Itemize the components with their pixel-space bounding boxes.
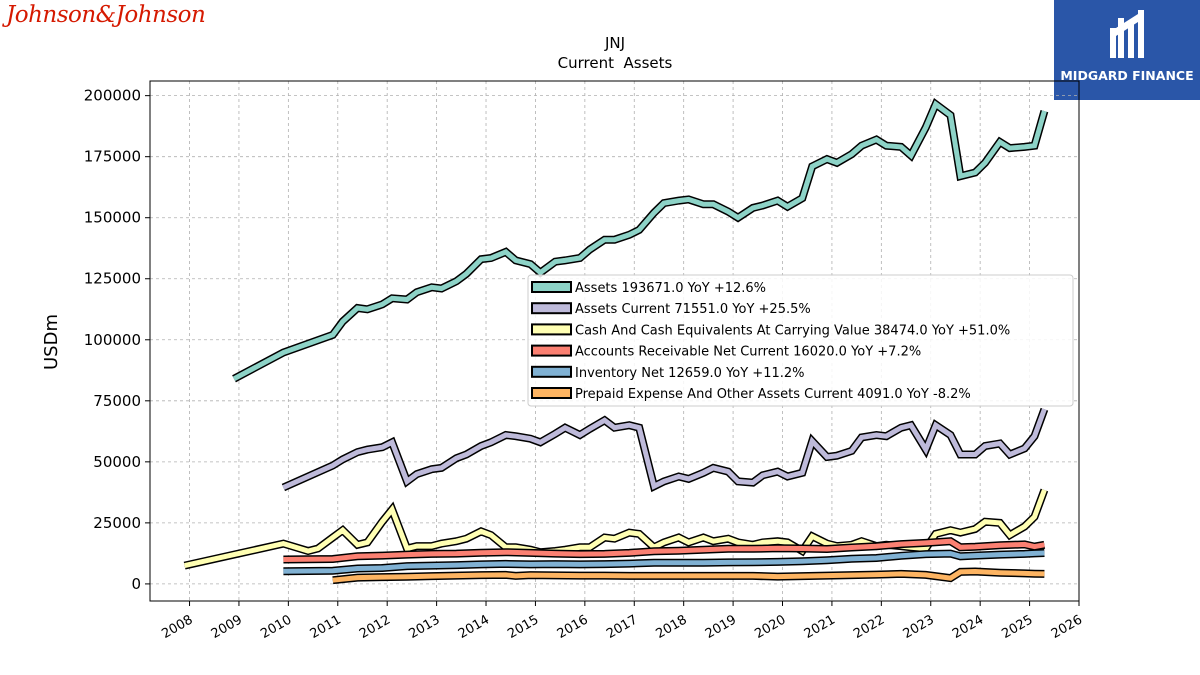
series-line xyxy=(232,100,1047,382)
legend-swatch xyxy=(531,323,572,336)
legend-label: Accounts Receivable Net Current 16020.0 … xyxy=(575,345,921,360)
x-tick-label: 2026 xyxy=(1049,612,1085,642)
legend-label: Assets 193671.0 YoY +12.6% xyxy=(575,281,766,296)
legend-swatch xyxy=(531,387,572,399)
plot-frame xyxy=(149,80,1080,602)
x-tick-label: 2020 xyxy=(752,612,788,642)
y-tick-label: 175000 xyxy=(84,148,141,166)
midgard-finance-logo: MIDGARD FINANCE xyxy=(1054,0,1200,100)
series-lines xyxy=(183,97,1049,585)
series-outline xyxy=(281,407,1049,493)
x-tick-label: 2021 xyxy=(802,612,838,642)
x-tick-label: 2012 xyxy=(357,612,393,642)
chart-title: JNJ xyxy=(604,34,625,52)
y-tick-label: 150000 xyxy=(84,209,141,227)
x-tick-label: 2016 xyxy=(555,612,591,642)
y-axis: 0 25000 50000 75000 100000 125000 150000 175000… xyxy=(84,87,150,593)
y-tick-label: 100000 xyxy=(84,331,141,349)
series-line xyxy=(283,538,1045,562)
x-tick-label: 2009 xyxy=(209,612,245,642)
x-tick-label: 2011 xyxy=(308,612,344,642)
legend-swatch xyxy=(531,344,572,357)
x-tick-label: 2024 xyxy=(950,612,986,642)
johnson-and-johnson-logo: Johnson&Johnson xyxy=(6,2,206,28)
legend-label: Assets Current 71551.0 YoY +25.5% xyxy=(575,302,811,317)
y-tick-label: 0 xyxy=(131,575,141,593)
y-tick-label: 75000 xyxy=(93,392,141,410)
series-line xyxy=(332,568,1045,583)
midgard-emblem-icon xyxy=(1110,10,1144,58)
x-tick-label: 2022 xyxy=(851,612,887,642)
x-tick-label: 2017 xyxy=(604,612,640,642)
y-tick-label: 25000 xyxy=(93,514,141,532)
legend-label: Prepaid Expense And Other Assets Current… xyxy=(575,387,971,402)
x-tick-label: 2008 xyxy=(159,612,195,642)
series-line xyxy=(282,408,1047,490)
x-tick-label: 2025 xyxy=(999,612,1035,642)
legend-box xyxy=(527,274,1074,407)
x-axis: 2008 2009 2010 2011 2012 2013 2014 2015 2016 2017… xyxy=(159,601,1085,642)
x-tick-label: 2015 xyxy=(505,612,541,642)
x-tick-label: 2013 xyxy=(406,612,442,642)
legend-swatch xyxy=(531,281,572,293)
x-tick-label: 2023 xyxy=(901,612,937,642)
x-tick-label: 2010 xyxy=(258,612,294,642)
y-tick-label: 125000 xyxy=(84,270,141,288)
legend: Assets 193671.0 YoY +12.6% Assets Current… xyxy=(527,274,1074,407)
x-tick-label: 2019 xyxy=(703,612,739,642)
midgard-brand-text: MIDGARD FINANCE xyxy=(1060,68,1194,83)
series-line xyxy=(283,550,1045,574)
y-tick-label: 200000 xyxy=(84,87,141,105)
legend-label: Inventory Net 12659.0 YoY +11.2% xyxy=(575,366,805,381)
series-line xyxy=(184,489,1047,569)
legend-swatch xyxy=(531,365,572,378)
legend-swatch xyxy=(531,302,572,315)
x-tick-label: 2014 xyxy=(456,612,492,642)
y-axis-label: USDm xyxy=(41,314,62,370)
legend-label: Cash And Cash Equivalents At Carrying Va… xyxy=(575,323,1010,338)
chart-subtitle: Current Assets xyxy=(558,54,673,72)
x-tick-label: 2018 xyxy=(654,612,690,642)
y-tick-label: 50000 xyxy=(93,453,141,471)
